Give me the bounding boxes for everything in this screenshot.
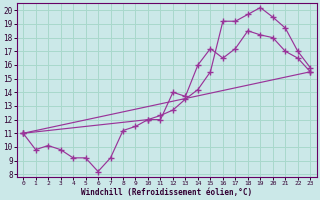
X-axis label: Windchill (Refroidissement éolien,°C): Windchill (Refroidissement éolien,°C) (81, 188, 252, 197)
